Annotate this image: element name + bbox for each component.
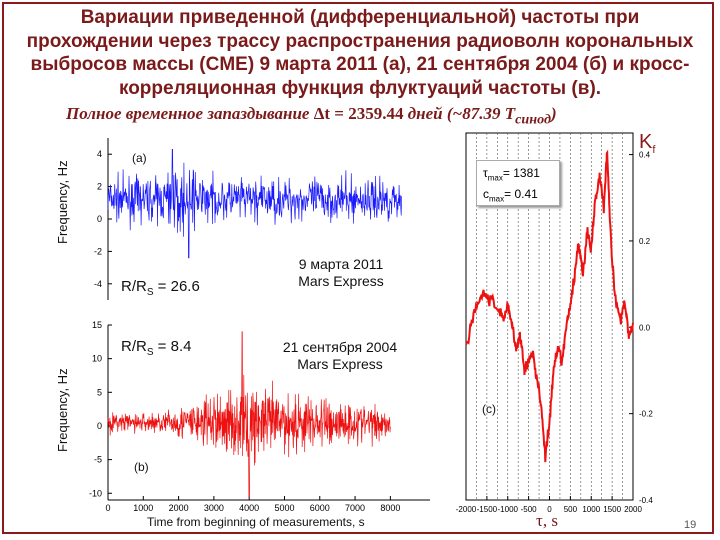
panel-c-xtick-label: -500 [521, 505, 538, 514]
panel-c-trace [465, 149, 634, 463]
panel-b-ytick-label: 10 [92, 354, 102, 364]
panel-a-trace [107, 148, 402, 259]
panel-b-xtick-label: 8000 [380, 503, 400, 513]
panel-b-ratio-prefix: R/R [121, 338, 147, 355]
panel-c-c-label: c [483, 187, 489, 202]
panel-b-trace [107, 331, 391, 497]
subtitle-value: Δt = 2359.44 [313, 104, 404, 123]
panel-c-stats: τmax= 1381 cmax= 0.41 [476, 160, 560, 206]
panel-c-xlabel: τ, s [536, 511, 558, 530]
panel-b-annotation-line2: Mars Express [297, 356, 383, 372]
panel-c-ytick-label: -0.4 [639, 496, 653, 505]
panel-b-tag: (b) [134, 460, 149, 474]
panel-b-yticks: 15 10 5 0 -5 -10 [89, 320, 112, 498]
kf-sub: f [652, 144, 656, 156]
title-line-4: корреляционная функция флуктуаций частот… [118, 77, 602, 99]
panel-c-xtick-label: -1000 [498, 505, 519, 514]
panel-a-ratio-prefix: R/R [121, 278, 147, 295]
subtitle-sub: синод [515, 111, 552, 128]
panel-c-c-value: = 0.41 [504, 187, 538, 202]
panel-c-xtick-label: -2000 [456, 505, 477, 514]
panel-c-xtick-label: 1500 [603, 505, 621, 514]
panel-c-tau-label: τ [483, 166, 488, 180]
panel-c-xtick-label: 1000 [582, 505, 600, 514]
panel-a-annotation-line1: 9 марта 2011 [298, 256, 384, 272]
slide-title: Вариации приведенной (дифференциальной) … [10, 6, 710, 100]
panel-a-ratio: R/RS = 26.6 [121, 278, 200, 298]
kf-main: K [639, 131, 653, 153]
panel-b-ratio: R/RS = 8.4 [121, 338, 191, 358]
panel-a-ytick-label: 2 [97, 182, 102, 192]
panel-c-xtick-label: -1500 [477, 505, 498, 514]
title-line-2: прохождении через трассу распространения… [26, 30, 694, 52]
panel-a-ytick-label: -4 [94, 279, 102, 289]
panel-a: 4 2 0 -2 -4 [94, 138, 430, 322]
panel-a-tag: (a) [132, 151, 147, 165]
panel-c-c-row: cmax= 0.41 [483, 186, 559, 207]
panel-c-xtick-label: 0 [547, 505, 552, 514]
panel-a-annotation: 9 марта 2011 Mars Express [280, 256, 402, 290]
title-line-3: выбросов массы (CME) 9 марта 2011 (а), 2… [30, 54, 690, 75]
panel-c-ytick-label: -0.2 [639, 410, 653, 419]
panel-a-ytick-label: 4 [97, 149, 102, 159]
panel-c-tau-value: = 1381 [502, 166, 540, 180]
panel-b-xtick-label: 0 [105, 503, 110, 513]
panel-b-ylabel: Frequency, Hz [55, 368, 70, 452]
panel-b-xtick-label: 7000 [345, 503, 365, 513]
panel-b-xtick-label: 6000 [310, 503, 330, 513]
panel-b-xtick-label: 4000 [239, 503, 259, 513]
panel-b-ratio-sub: S [146, 347, 154, 358]
panel-a-annotation-line2: Mars Express [298, 273, 384, 289]
delay-subtitle: Полное временное запаздывание Δt = 2359.… [66, 104, 666, 128]
panel-c-xtick-label: 2000 [624, 505, 642, 514]
panel-b-ytick-label: -5 [94, 455, 102, 465]
panel-c-tau-sub: max [487, 173, 503, 183]
panel-b-annotation-line1: 21 сентября 2004 [282, 339, 398, 355]
panel-c-c-sub: max [489, 194, 505, 204]
panel-b-xtick-label: 2000 [169, 503, 189, 513]
panel-c-ytick-label: 0.0 [639, 323, 651, 332]
slide-number: 19 [684, 519, 697, 531]
kf-label: Kf [639, 131, 655, 156]
panel-c-xticks: -2000 -1500 -1000 -500 0 500 1000 1500 2000 [456, 496, 642, 514]
panel-b-ytick-label: 5 [97, 387, 102, 397]
panel-b-xtick-label: 1000 [133, 503, 153, 513]
slide-frame [2, 2, 714, 534]
subtitle-suffix: дней (~87.39 Т [403, 104, 516, 123]
panel-b-ratio-suffix: = 8.4 [153, 338, 192, 355]
panel-b-ytick-label: -10 [89, 488, 102, 498]
panel-a-yticks: 4 2 0 -2 -4 [94, 149, 112, 289]
panel-a-ratio-suffix: = 26.6 [153, 278, 200, 295]
panel-c-xtick-label: 500 [564, 505, 578, 514]
panel-b-xtick-label: 5000 [274, 503, 294, 513]
panel-b-annotation: 21 сентября 2004 Mars Express [265, 339, 415, 373]
title-line-1: Вариации приведенной (дифференциальной) … [80, 7, 640, 28]
subtitle-close: ) [551, 104, 557, 123]
panel-a-ytick-label: 0 [97, 214, 102, 224]
panel-c-tag: (c) [482, 402, 496, 416]
panel-a-ylabel: Frequency, Hz [55, 160, 70, 244]
panel-a-bg [108, 138, 430, 322]
panel-b-xticks: 0 1000 2000 3000 4000 5000 6000 7000 8000 [105, 496, 400, 513]
panel-b-xlabel: Time from beginning of measurements, s [147, 515, 365, 529]
panel-b-ytick-label: 15 [92, 320, 102, 330]
subtitle-prefix: Полное временное запаздывание [66, 104, 314, 123]
panel-c-ytick-label: 0.4 [639, 151, 651, 160]
panel-b-xtick-label: 3000 [204, 503, 224, 513]
panel-b-ytick-label: 0 [97, 421, 102, 431]
panel-c-tau-row: τmax= 1381 [483, 165, 559, 186]
panel-c-ytick-label: 0.2 [639, 237, 651, 246]
panel-a-ytick-label: -2 [94, 246, 102, 256]
panel-a-ratio-sub: S [146, 287, 154, 298]
panel-b: 15 10 5 0 -5 -10 0 1000 2000 3000 4000 5000 6000 700… [89, 320, 430, 513]
